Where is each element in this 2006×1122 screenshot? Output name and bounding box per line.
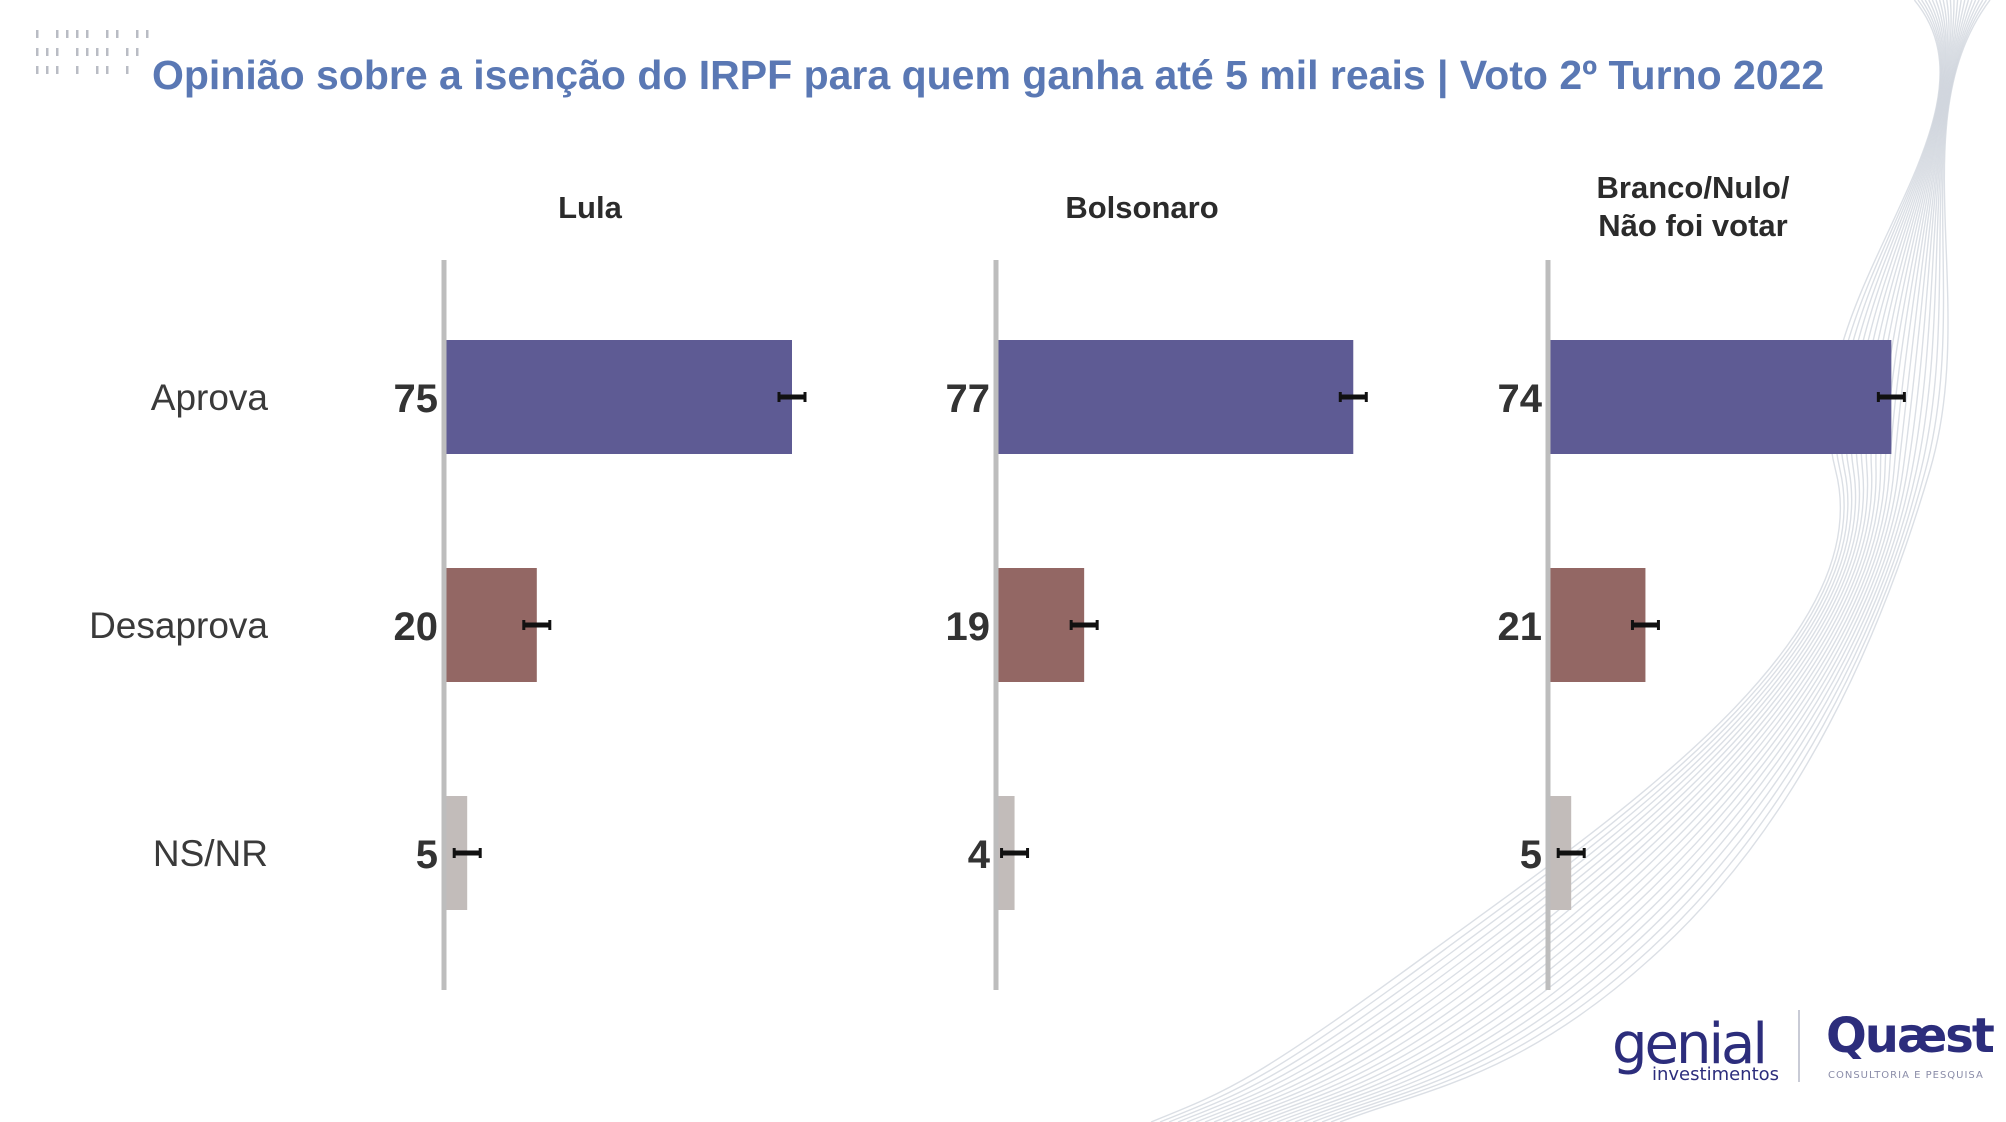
dot [106, 66, 109, 74]
bar [996, 340, 1354, 454]
wave-line [1168, 0, 1943, 1122]
wave-line [1195, 0, 1945, 1122]
panel-title-line: Branco/Nulo/ [1597, 170, 1790, 205]
bar [996, 568, 1085, 682]
panel-title: Lula [558, 190, 622, 225]
dot [56, 66, 59, 74]
data-label: 20 [394, 605, 439, 649]
wave-line [1159, 0, 1942, 1122]
bar [444, 568, 537, 682]
dot [96, 48, 99, 56]
bar [1548, 568, 1646, 682]
genial-logo: genial investimentos [1612, 1012, 1794, 1085]
dot [136, 30, 139, 38]
category-label: NS/NR [153, 833, 268, 874]
category-label: Desaprova [89, 605, 268, 646]
quaest-logo-wordmark: Quæst [1826, 1008, 1995, 1064]
logo-divider [1798, 1010, 1800, 1082]
panel-title-line: Lula [558, 190, 622, 225]
wave-line [1222, 0, 1949, 1122]
data-label: 5 [416, 833, 438, 877]
quaest-logo: Quæst CONSULTORIA E PESQUISA [1826, 1008, 1996, 1084]
quaest-logo-subtitle: CONSULTORIA E PESQUISA [1828, 1070, 1984, 1081]
error-bar [1876, 392, 1906, 402]
dot [116, 30, 119, 38]
data-label: 75 [394, 377, 439, 421]
error-bar [452, 848, 482, 858]
decorative-dot-grid [36, 30, 149, 74]
dot [126, 66, 129, 74]
wave-line [1285, 0, 1970, 1122]
wave-line [1321, 0, 1984, 1122]
wave-line [1204, 0, 1946, 1122]
genial-logo-subtitle: investimentos [1652, 1064, 1780, 1085]
wave-line [1303, 0, 1977, 1122]
dot [86, 48, 89, 56]
dot [36, 30, 39, 38]
error-bar [1556, 848, 1586, 858]
page-title: Opinião sobre a isenção do IRPF para que… [152, 52, 1825, 98]
wave-line [1150, 0, 1941, 1122]
wave-line [1231, 0, 1950, 1122]
panel-title: Branco/Nulo/Não foi votar [1597, 170, 1790, 243]
dot [76, 66, 79, 74]
category-label: Aprova [151, 377, 269, 418]
dot [36, 66, 39, 74]
wave-line [1276, 0, 1966, 1122]
error-bar [1630, 620, 1660, 630]
data-label: 5 [1520, 833, 1542, 877]
panel-title: Bolsonaro [1065, 190, 1218, 225]
dot [136, 48, 139, 56]
dot [76, 48, 79, 56]
wave-line [1312, 0, 1980, 1122]
wave-line [1258, 0, 1959, 1122]
panel-title-line: Não foi votar [1598, 208, 1787, 243]
data-label: 21 [1498, 605, 1543, 649]
dot [46, 66, 49, 74]
wave-line [1339, 0, 1991, 1122]
dot [96, 66, 99, 74]
data-label: 77 [946, 377, 991, 421]
error-bar [777, 392, 807, 402]
error-bar [1000, 848, 1030, 858]
error-bar [522, 620, 552, 630]
wave-line [1240, 0, 1952, 1122]
wave-line [1267, 0, 1962, 1122]
dot [36, 48, 39, 56]
dot [76, 30, 79, 38]
data-label: 74 [1498, 377, 1543, 421]
error-bar [1338, 392, 1368, 402]
dot [56, 48, 59, 56]
wave-line [1177, 0, 1944, 1122]
dot [106, 30, 109, 38]
wave-line [1249, 0, 1955, 1122]
bar [1548, 340, 1892, 454]
wave-line [1330, 0, 1987, 1122]
data-label: 4 [968, 833, 991, 877]
wave-line [1213, 0, 1947, 1122]
dot [86, 30, 89, 38]
wave-line [1294, 0, 1973, 1122]
error-bar [1069, 620, 1099, 630]
dot [126, 48, 129, 56]
data-label: 19 [946, 605, 991, 649]
dot [56, 30, 59, 38]
dot [146, 30, 149, 38]
wave-line [1186, 0, 1944, 1122]
dot [66, 30, 69, 38]
dot [46, 48, 49, 56]
genial-logo-wordmark: genial [1612, 1012, 1768, 1077]
dot [106, 48, 109, 56]
bar [444, 340, 792, 454]
panel-title-line: Bolsonaro [1065, 190, 1218, 225]
